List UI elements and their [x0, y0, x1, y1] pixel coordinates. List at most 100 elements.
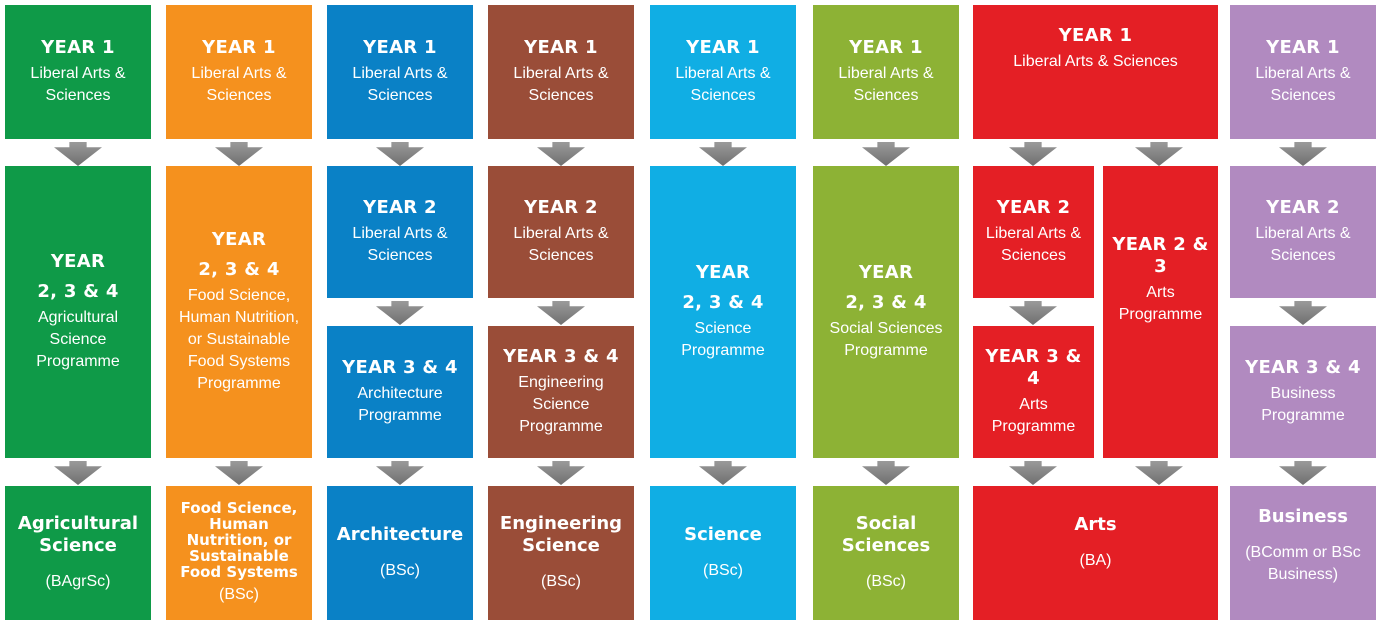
soc-year1-text: Liberal Arts & Sciences	[838, 65, 934, 104]
arch-year34-heading: YEAR 3 & 4	[342, 357, 458, 378]
food-degree-title: Food Science, Human Nutrition, or Sustai…	[180, 499, 298, 581]
eng-year2-box: YEAR 2 Liberal Arts & Sciences	[488, 166, 634, 298]
eng-degree-title: Engineering Science	[499, 513, 623, 556]
arts-year1-text: Liberal Arts & Sciences	[1013, 53, 1178, 70]
sci-year1-heading: YEAR 1	[686, 37, 760, 58]
arts-year34-programme-text: Arts Programme	[991, 396, 1076, 435]
agri-arrow-2	[54, 461, 102, 485]
arch-arrow-3	[376, 461, 424, 485]
sci-years234-heading: YEAR	[695, 262, 751, 283]
arts-arrow-3a	[1009, 461, 1057, 485]
arch-degree-title: Architecture	[336, 524, 464, 545]
eng-year34-box: YEAR 3 & 4 Engineering Science Programme	[488, 326, 634, 458]
eng-arrow-2	[537, 301, 585, 325]
bus-degree-title: Business	[1258, 506, 1348, 527]
agri-year1-heading: YEAR 1	[41, 37, 115, 58]
food-arrow-1	[215, 142, 263, 166]
soc-year1-heading: YEAR 1	[849, 37, 923, 58]
arts-year2-heading: YEAR 2	[996, 197, 1071, 218]
arch-year2-heading: YEAR 2	[363, 197, 437, 218]
bus-year34-heading: YEAR 3 & 4	[1245, 357, 1361, 378]
arts-year23-programme-text: Arts Programme	[1118, 284, 1203, 323]
eng-year1-heading: YEAR 1	[524, 37, 598, 58]
arts-arrow-2	[1009, 301, 1057, 325]
soc-degree-award: (BSc)	[866, 573, 906, 590]
arch-year1-text: Liberal Arts & Sciences	[352, 65, 448, 104]
bus-programme-text: Business Programme	[1261, 385, 1345, 424]
bus-year2-heading: YEAR 2	[1266, 197, 1340, 218]
eng-year34-heading: YEAR 3 & 4	[503, 346, 619, 367]
bus-year1-box: YEAR 1 Liberal Arts & Sciences	[1230, 5, 1376, 139]
bus-year2-box: YEAR 2 Liberal Arts & Sciences	[1230, 166, 1376, 298]
arts-degree-title: Arts	[1074, 514, 1117, 535]
arch-year2-box: YEAR 2 Liberal Arts & Sciences	[327, 166, 473, 298]
arts-arrow-3b	[1135, 461, 1183, 485]
bus-arrow-3	[1279, 461, 1327, 485]
arts-year2-text: Liberal Arts & Sciences	[985, 225, 1082, 264]
sci-degree-title: Science	[684, 524, 762, 545]
sci-degree-award: (BSc)	[703, 562, 743, 579]
eng-degree-box: Engineering Science (BSc)	[488, 486, 634, 620]
soc-years234-box: YEAR 2, 3 & 4 Social Sciences Programme	[813, 166, 959, 458]
eng-year2-text: Liberal Arts & Sciences	[513, 225, 609, 264]
eng-year1-box: YEAR 1 Liberal Arts & Sciences	[488, 5, 634, 139]
bus-arrow-1	[1279, 142, 1327, 166]
bus-degree-box: Business (BComm or BSc Business)	[1230, 486, 1376, 620]
sci-programme-text: Science Programme	[681, 320, 765, 359]
food-year1-text: Liberal Arts & Sciences	[191, 65, 287, 104]
food-years234-heading: YEAR	[211, 229, 267, 250]
agri-years234-box: YEAR 2, 3 & 4 Agricultural Science Progr…	[5, 166, 151, 458]
food-programme-text: Food Science, Human Nutrition, or Sustai…	[178, 287, 300, 392]
arch-year1-box: YEAR 1 Liberal Arts & Sciences	[327, 5, 473, 139]
sci-degree-box: Science (BSc)	[650, 486, 796, 620]
eng-degree-award: (BSc)	[541, 573, 581, 590]
sci-year1-text: Liberal Arts & Sciences	[675, 65, 771, 104]
arts-year2-box: YEAR 2 Liberal Arts & Sciences	[973, 166, 1094, 298]
soc-programme-text: Social Sciences Programme	[829, 320, 943, 359]
agri-arrow-1	[54, 142, 102, 166]
arch-year34-box: YEAR 3 & 4 Architecture Programme	[327, 326, 473, 458]
soc-degree-box: Social Sciences (BSc)	[813, 486, 959, 620]
bus-year2-text: Liberal Arts & Sciences	[1255, 225, 1351, 264]
soc-degree-title: Social Sciences	[841, 513, 931, 556]
sci-years234-box: YEAR 2, 3 & 4 Science Programme	[650, 166, 796, 458]
arch-year1-heading: YEAR 1	[363, 37, 437, 58]
arts-year34-box: YEAR 3 & 4 Arts Programme	[973, 326, 1094, 458]
bus-degree-award: (BComm or BSc Business)	[1245, 544, 1361, 583]
arts-year1-box: YEAR 1 Liberal Arts & Sciences	[973, 5, 1218, 139]
soc-years234-subheading: 2, 3 & 4	[845, 292, 927, 313]
agri-year1-text: Liberal Arts & Sciences	[30, 65, 126, 104]
food-degree-box: Food Science, Human Nutrition, or Sustai…	[166, 486, 312, 620]
sci-year1-box: YEAR 1 Liberal Arts & Sciences	[650, 5, 796, 139]
arts-year23-heading: YEAR 2 & 3	[1112, 234, 1209, 277]
arts-arrow-1a	[1009, 142, 1057, 166]
eng-year2-heading: YEAR 2	[524, 197, 598, 218]
arch-arrow-1	[376, 142, 424, 166]
agri-degree-title: Agricultural Science	[17, 513, 139, 556]
arch-degree-award: (BSc)	[380, 562, 420, 579]
sci-years234-subheading: 2, 3 & 4	[682, 292, 764, 313]
agri-degree-award: (BAgrSc)	[45, 573, 111, 590]
agri-programme-text: Agricultural Science Programme	[36, 309, 120, 370]
arch-arrow-2	[376, 301, 424, 325]
food-degree-award: (BSc)	[219, 586, 259, 603]
arch-degree-box: Architecture (BSc)	[327, 486, 473, 620]
bus-year34-box: YEAR 3 & 4 Business Programme	[1230, 326, 1376, 458]
eng-programme-text: Engineering Science Programme	[518, 374, 604, 435]
eng-year1-text: Liberal Arts & Sciences	[513, 65, 609, 104]
arts-arrow-1b	[1135, 142, 1183, 166]
agri-years234-subheading: 2, 3 & 4	[37, 281, 119, 302]
food-year1-box: YEAR 1 Liberal Arts & Sciences	[166, 5, 312, 139]
arts-degree-award: (BA)	[1079, 552, 1112, 569]
arts-degree-box: Arts (BA)	[973, 486, 1218, 620]
soc-arrow-1	[862, 142, 910, 166]
arts-year1-heading: YEAR 1	[1058, 25, 1133, 46]
arts-year34-heading: YEAR 3 & 4	[985, 346, 1082, 389]
bus-year1-text: Liberal Arts & Sciences	[1255, 65, 1351, 104]
agri-degree-box: Agricultural Science (BAgrSc)	[5, 486, 151, 620]
bus-arrow-2	[1279, 301, 1327, 325]
arch-programme-text: Architecture Programme	[357, 385, 443, 424]
food-years234-subheading: 2, 3 & 4	[198, 259, 280, 280]
agri-year1-box: YEAR 1 Liberal Arts & Sciences	[5, 5, 151, 139]
eng-arrow-3	[537, 461, 585, 485]
